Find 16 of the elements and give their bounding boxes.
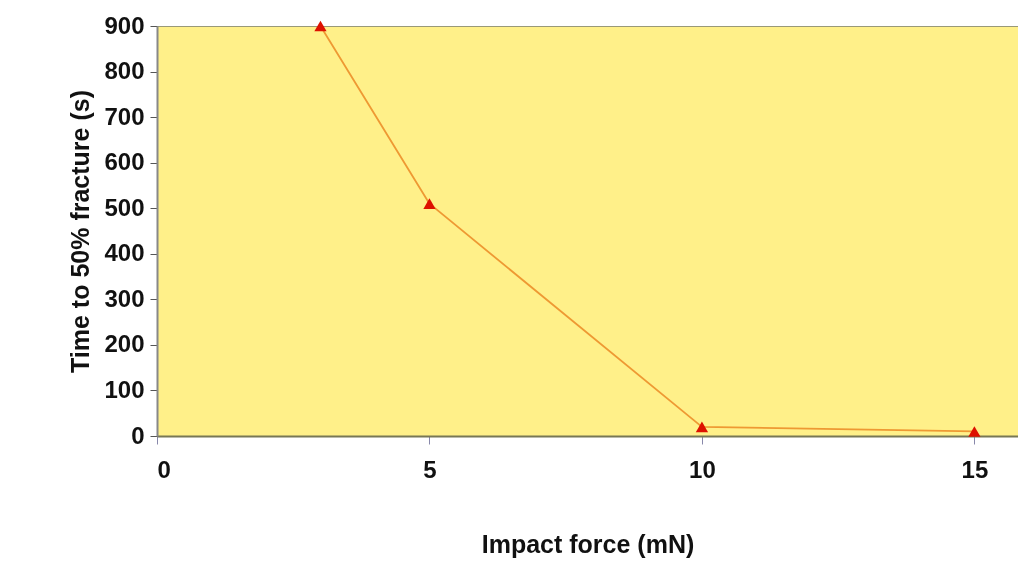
y-tick-label: 400 [104, 239, 145, 267]
x-axis-title: Impact force (mN) [481, 529, 695, 558]
x-tick-label: 0 [157, 455, 171, 483]
x-tick-label: 10 [689, 455, 716, 483]
y-axis-title: Time to 50% fracture (s) [66, 90, 95, 373]
y-tick-label: 200 [104, 330, 145, 358]
y-tick-label: 900 [104, 11, 145, 39]
x-tick-label: 15 [961, 455, 989, 483]
x-tick-label: 5 [423, 455, 437, 483]
y-tick-label: 0 [131, 421, 145, 449]
y-tick-label: 800 [104, 57, 145, 85]
y-tick-label: 300 [104, 284, 145, 312]
y-tick-label: 600 [104, 148, 145, 176]
y-tick-label: 700 [104, 102, 145, 130]
y-tick-label: 500 [104, 193, 145, 221]
y-tick-label: 100 [104, 375, 145, 403]
